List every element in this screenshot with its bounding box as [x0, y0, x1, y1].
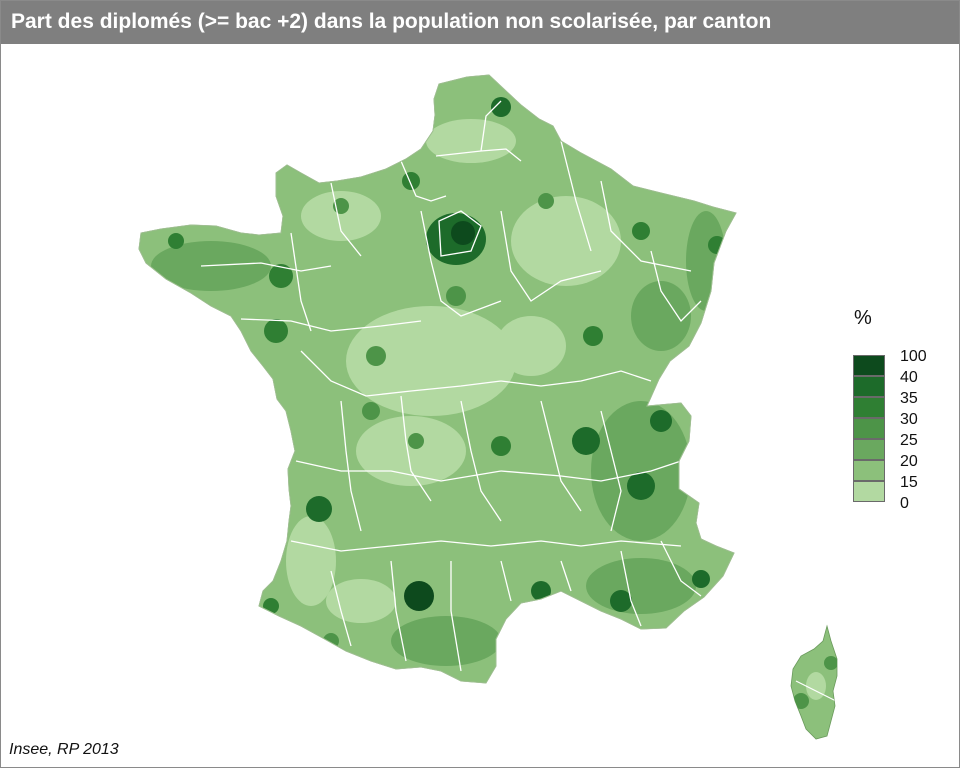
shade-provence-mid	[586, 558, 696, 614]
legend-swatch-15-20	[853, 460, 885, 481]
legend-swatch-40-100	[853, 355, 885, 376]
corsica	[790, 624, 838, 740]
legend-swatch-20-25	[853, 439, 885, 460]
legend-label-20: 20	[900, 453, 918, 470]
shade-paris-core	[451, 221, 475, 245]
shade-orleans	[446, 286, 466, 306]
shade-alps-mid	[591, 401, 691, 541]
shade-marseille	[610, 590, 632, 612]
legend-label-30: 30	[900, 411, 918, 428]
shade-annecy	[650, 410, 672, 432]
legend-label-40: 40	[900, 369, 918, 386]
legend: % 100 40 35 30 25 20 15 0	[851, 307, 951, 527]
shade-landes-light	[286, 516, 336, 606]
shade-tours	[366, 346, 386, 366]
legend-title: %	[854, 307, 872, 329]
legend-label-35: 35	[900, 390, 918, 407]
shade-nice	[692, 570, 710, 588]
shade-pyrenees-mid	[391, 616, 501, 666]
shade-lyon	[572, 427, 600, 455]
legend-swatch-35-40	[853, 376, 885, 397]
legend-label-25: 25	[900, 432, 918, 449]
shade-mountain-east-mid	[631, 281, 691, 351]
canton-shading	[151, 97, 726, 666]
shade-center-light	[346, 306, 516, 416]
corsica-boundary	[795, 680, 837, 702]
shade-clermont	[491, 436, 511, 456]
legend-label-100: 100	[900, 348, 927, 365]
shade-brest	[168, 233, 184, 249]
shade-rouen	[402, 172, 420, 190]
shade-burgundy-light	[496, 316, 566, 376]
shade-alsace-mid	[686, 211, 726, 311]
shade-bordeaux	[306, 496, 332, 522]
department-boundaries	[200, 100, 702, 672]
shade-corsica-light	[806, 672, 826, 700]
shade-grenoble	[627, 472, 655, 500]
shade-poitiers	[362, 402, 380, 420]
shade-montpellier	[531, 581, 551, 601]
legend-label-0: 0	[900, 495, 909, 512]
france-mainland	[138, 74, 737, 684]
shade-nancy	[632, 222, 650, 240]
shade-pau	[323, 633, 339, 649]
legend-swatch-30-35	[853, 397, 885, 418]
source-note: Insee, RP 2013	[9, 741, 119, 758]
legend-swatch-0-15	[853, 481, 885, 502]
shade-lille	[491, 97, 511, 117]
shade-toulouse	[404, 581, 434, 611]
france-border	[138, 74, 737, 684]
map-title: Part des diplomés (>= bac +2) dans la po…	[11, 10, 772, 33]
corsica-shading	[793, 656, 837, 709]
shade-rennes	[269, 264, 293, 288]
shade-limoges	[408, 433, 424, 449]
title-bar: Part des diplomés (>= bac +2) dans la po…	[1, 1, 959, 44]
shade-reims	[538, 193, 554, 209]
legend-label-15: 15	[900, 474, 918, 491]
shade-gers-light	[326, 579, 396, 623]
shade-limousin-light	[356, 416, 466, 486]
shade-bastia	[824, 656, 837, 670]
shade-normandy-light	[301, 191, 381, 241]
shade-dijon	[583, 326, 603, 346]
legend-swatch-25-30	[853, 418, 885, 439]
shade-ajaccio	[793, 693, 809, 709]
shade-picardy-light	[426, 119, 516, 163]
shade-champagne-light	[511, 196, 621, 286]
shade-nantes	[264, 319, 288, 343]
